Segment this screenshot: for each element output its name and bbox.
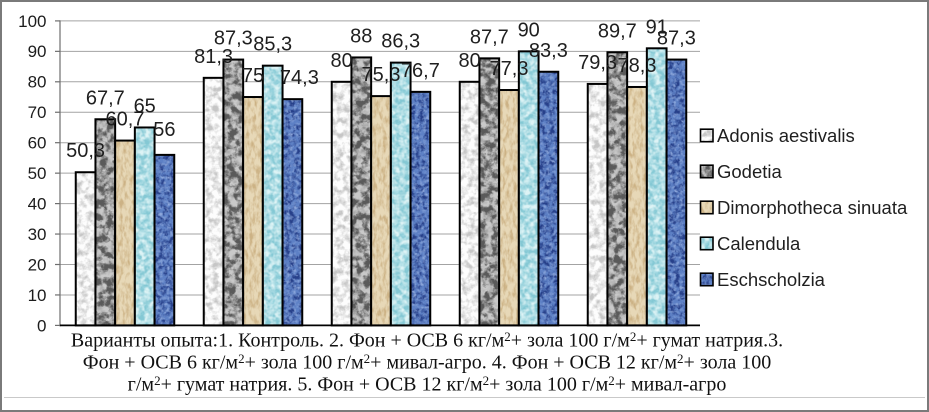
svg-text:67,7: 67,7 — [86, 87, 125, 109]
svg-text:Варианты опыта:1. Контроль. 2.: Варианты опыта:1. Контроль. 2. Фон + ОСВ… — [71, 329, 783, 352]
svg-text:87,3: 87,3 — [657, 28, 696, 50]
svg-text:90: 90 — [28, 42, 47, 61]
svg-text:90: 90 — [518, 19, 540, 41]
svg-text:Adonis aestivalis: Adonis aestivalis — [717, 125, 855, 146]
svg-text:56: 56 — [153, 119, 175, 141]
svg-text:60,7: 60,7 — [106, 109, 145, 131]
svg-text:75,3: 75,3 — [362, 64, 401, 86]
svg-text:30: 30 — [28, 225, 47, 244]
svg-text:86,3: 86,3 — [381, 31, 420, 53]
svg-text:20: 20 — [28, 255, 47, 274]
svg-text:40: 40 — [28, 195, 47, 214]
svg-text:87,3: 87,3 — [214, 28, 253, 50]
svg-text:74,3: 74,3 — [280, 67, 319, 89]
svg-text:75: 75 — [242, 65, 264, 87]
svg-text:Фон + ОСВ 6 кг/м2​+ зола 100 г: Фон + ОСВ 6 кг/м2​+ зола 100 г/м2​+ мива… — [83, 351, 771, 374]
svg-text:87,7: 87,7 — [470, 26, 509, 48]
svg-text:Godetia: Godetia — [717, 161, 783, 182]
svg-text:0: 0 — [37, 316, 46, 335]
svg-text:79,3: 79,3 — [578, 52, 617, 74]
svg-text:65: 65 — [134, 95, 156, 117]
svg-text:Calendula: Calendula — [717, 233, 801, 254]
svg-text:50,3: 50,3 — [66, 140, 105, 162]
svg-text:81,3: 81,3 — [194, 46, 233, 68]
svg-text:Eschscholzia: Eschscholzia — [717, 269, 826, 290]
svg-text:100: 100 — [18, 12, 46, 31]
svg-text:80: 80 — [330, 50, 352, 72]
svg-text:91: 91 — [646, 16, 668, 38]
svg-text:76,7: 76,7 — [401, 60, 440, 82]
svg-text:89,7: 89,7 — [598, 20, 637, 42]
svg-text:70: 70 — [28, 103, 47, 122]
svg-text:83,3: 83,3 — [529, 40, 568, 62]
svg-text:85,3: 85,3 — [253, 34, 292, 56]
svg-text:Dimorphotheca sinuata: Dimorphotheca sinuata — [717, 197, 908, 218]
svg-text:80: 80 — [458, 50, 480, 72]
svg-text:88: 88 — [350, 25, 372, 47]
svg-text:60: 60 — [28, 134, 47, 153]
svg-text:80: 80 — [28, 73, 47, 92]
svg-text:50: 50 — [28, 164, 47, 183]
svg-text:78,3: 78,3 — [618, 55, 657, 77]
svg-text:77,3: 77,3 — [490, 58, 529, 80]
svg-text:10: 10 — [28, 286, 47, 305]
svg-text:г/м2​+ гумат натрия. 5. Фон +: г/м2​+ гумат натрия. 5. Фон + ОСВ 12 кг/… — [128, 373, 727, 396]
